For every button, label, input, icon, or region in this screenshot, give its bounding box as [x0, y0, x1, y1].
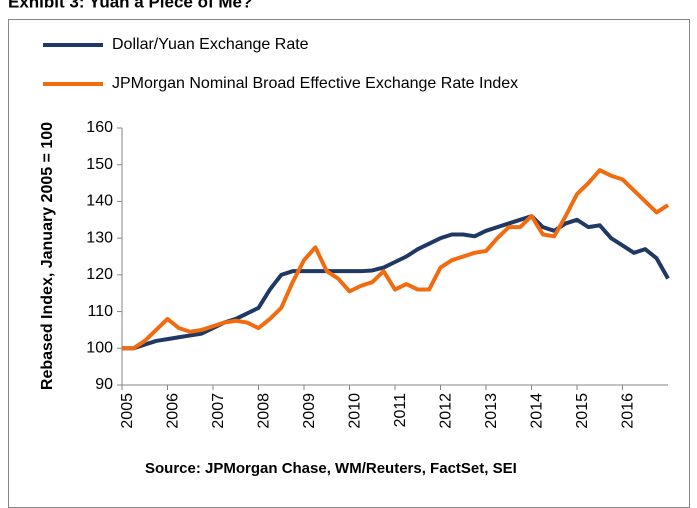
x-tick-label: 2016: [620, 393, 637, 429]
y-tick-label: 140: [86, 193, 113, 210]
x-tick-label: 2006: [165, 393, 182, 429]
y-tick-label: 120: [86, 266, 113, 283]
x-tick-label: 2014: [529, 393, 546, 429]
x-tick-label: 2010: [347, 393, 364, 429]
frame: [8, 19, 690, 508]
x-tick-label: 2012: [438, 393, 455, 429]
y-tick-label: 130: [86, 229, 113, 246]
x-tick-label: 2008: [256, 393, 273, 429]
x-tick-label: 2007: [210, 393, 227, 429]
legend-label: JPMorgan Nominal Broad Effective Exchang…: [112, 75, 518, 92]
y-tick-label: 150: [86, 156, 113, 173]
y-tick-label: 90: [95, 376, 113, 393]
legend-label: Dollar/Yuan Exchange Rate: [112, 36, 309, 53]
x-tick-label: 2009: [301, 393, 318, 429]
y-axis-label: Rebased Index, January 2005 = 100: [39, 122, 56, 390]
y-tick-label: 100: [86, 340, 113, 357]
y-tick-label: 110: [87, 303, 113, 320]
x-tick-label: 2005: [119, 393, 136, 429]
x-tick-label: 2013: [483, 393, 500, 429]
series-line: [122, 168, 670, 351]
chart-title: Exhibit 3: Yuan a Piece of Me?: [8, 0, 252, 11]
x-tick-label: 2015: [574, 393, 591, 429]
x-tick-label: 2011: [392, 393, 409, 428]
y-tick-label: 160: [86, 119, 113, 136]
source: Source: JPMorgan Chase, WM/Reuters, Fact…: [145, 460, 517, 477]
